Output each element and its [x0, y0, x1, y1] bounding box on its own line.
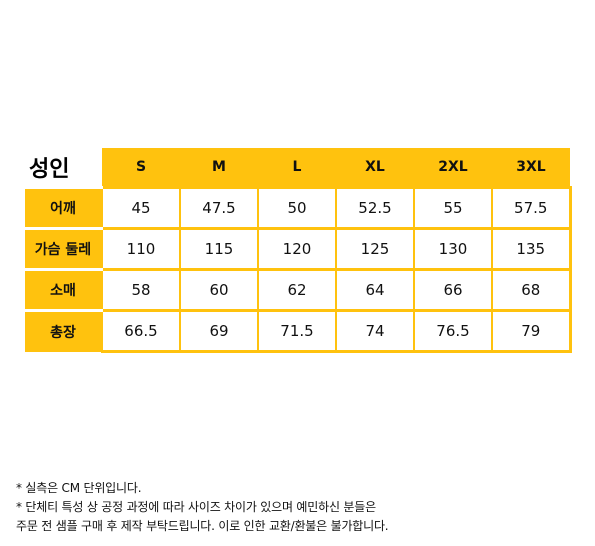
size-notes: * 실측은 CM 단위입니다. * 단체티 특성 상 공정 과정에 따라 사이즈… [16, 479, 586, 536]
note-variance: * 단체티 특성 상 공정 과정에 따라 사이즈 차이가 있으며 예민하신 분들… [16, 500, 376, 514]
table-cell: 71.5 [257, 309, 336, 353]
table-cell: 74 [335, 309, 414, 353]
note-unit: * 실측은 CM 단위입니다. [16, 481, 142, 495]
table-cell: 45 [101, 186, 180, 229]
table-cell: 57.5 [491, 186, 572, 229]
table-cell: 115 [179, 227, 258, 270]
size-header-m: M [180, 148, 258, 188]
table-title: 성인 [25, 148, 102, 188]
table-row-shoulder: 어깨 45 47.5 50 52.5 55 57.5 [25, 186, 572, 229]
table-cell: 47.5 [179, 186, 258, 229]
table-cell: 55 [413, 186, 492, 229]
table-cell: 60 [179, 268, 258, 311]
table-cell: 76.5 [413, 309, 492, 353]
size-table: 성인 S M L XL 2XL 3XL 어깨 45 47.5 50 52.5 5… [25, 148, 572, 353]
note-sample-policy: 주문 전 샘플 구매 후 제작 부탁드립니다. 이로 인한 교환/환불은 불가합… [16, 519, 389, 533]
table-cell: 66.5 [101, 309, 180, 353]
row-label-sleeve: 소매 [25, 268, 102, 311]
table-row-sleeve: 소매 58 60 62 64 66 68 [25, 268, 572, 311]
table-cell: 130 [413, 227, 492, 270]
table-cell: 68 [491, 268, 572, 311]
size-header-l: L [258, 148, 336, 188]
table-row-chest: 가슴 둘레 110 115 120 125 130 135 [25, 227, 572, 270]
table-cell: 110 [101, 227, 180, 270]
size-header-s: S [102, 148, 180, 188]
table-cell: 50 [257, 186, 336, 229]
row-label-length: 총장 [25, 309, 102, 352]
table-cell: 58 [101, 268, 180, 311]
size-header-3xl: 3XL [492, 148, 570, 188]
table-cell: 79 [491, 309, 572, 353]
table-row-length: 총장 66.5 69 71.5 74 76.5 79 [25, 309, 572, 353]
table-cell: 64 [335, 268, 414, 311]
table-cell: 52.5 [335, 186, 414, 229]
size-header-2xl: 2XL [414, 148, 492, 188]
size-header-row: 성인 S M L XL 2XL 3XL [25, 148, 570, 188]
table-cell: 125 [335, 227, 414, 270]
size-header-xl: XL [336, 148, 414, 188]
table-cell: 69 [179, 309, 258, 353]
row-label-chest: 가슴 둘레 [25, 227, 102, 270]
table-cell: 66 [413, 268, 492, 311]
row-label-shoulder: 어깨 [25, 186, 102, 229]
table-cell: 135 [491, 227, 572, 270]
table-cell: 62 [257, 268, 336, 311]
table-cell: 120 [257, 227, 336, 270]
